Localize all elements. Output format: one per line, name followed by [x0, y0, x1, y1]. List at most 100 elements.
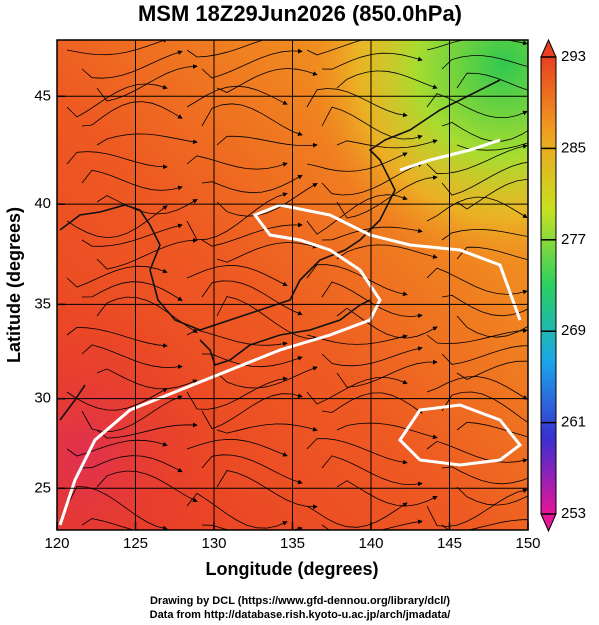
colorbar-tick-label: 261 — [561, 414, 586, 431]
streamline — [201, 353, 303, 368]
streamline — [336, 480, 438, 507]
streamline — [441, 466, 528, 485]
map-field — [57, 40, 528, 530]
colorbar-top-arrow — [540, 38, 557, 58]
streamline — [201, 524, 303, 530]
streamline — [216, 242, 318, 263]
streamline — [186, 265, 288, 286]
colorbar-tick-label: 253 — [561, 505, 586, 522]
colorbar-tick-label: 285 — [561, 139, 586, 156]
streamline — [216, 296, 318, 341]
streamline — [66, 40, 168, 56]
streamline — [321, 519, 423, 530]
streamline — [216, 423, 318, 434]
x-tick-label: 130 — [201, 535, 226, 552]
streamline — [96, 368, 198, 390]
streamline — [426, 144, 528, 175]
axes: 120 125 130 135 140 145 150 25 30 35 40 45 — [34, 87, 540, 552]
colorbar-bottom-arrow — [540, 513, 557, 533]
streamline — [96, 470, 198, 502]
streamline — [336, 359, 438, 388]
streamline — [186, 492, 288, 529]
x-axis-label: Longitude (degrees) — [205, 559, 378, 579]
streamline — [81, 281, 183, 302]
streamline — [306, 334, 408, 345]
streamline — [216, 182, 318, 217]
streamline — [321, 52, 423, 70]
streamline — [96, 422, 198, 439]
colorbar-tick-label: 293 — [561, 48, 586, 65]
streamline — [336, 70, 438, 90]
streamline — [81, 344, 183, 370]
streamline — [456, 486, 528, 506]
streamline — [306, 152, 408, 172]
streamline — [81, 169, 183, 191]
streamline — [441, 228, 528, 241]
x-tick-label: 135 — [280, 535, 305, 552]
streamline — [186, 155, 288, 170]
coastlines — [59, 79, 501, 421]
streamline — [336, 422, 438, 440]
streamline — [186, 329, 288, 347]
streamline — [201, 393, 303, 430]
streamline — [456, 246, 528, 261]
streamline — [186, 438, 288, 457]
streamline — [321, 392, 423, 414]
x-tick-label: 140 — [358, 535, 383, 552]
x-tick-label: 150 — [515, 535, 540, 552]
streamline — [306, 40, 364, 56]
streamline — [201, 103, 303, 136]
streamline — [306, 377, 408, 405]
y-tick-label: 30 — [34, 390, 51, 407]
streamline — [336, 244, 438, 260]
streamline — [66, 439, 168, 457]
colorbar-tick-label: 269 — [561, 322, 586, 339]
streamline — [96, 133, 198, 146]
streamline — [81, 101, 183, 127]
streamline — [66, 83, 168, 118]
streamline — [186, 40, 265, 58]
streamline — [321, 162, 423, 196]
y-tick-label: 35 — [34, 295, 51, 312]
streamline — [306, 438, 408, 465]
streamline — [441, 55, 528, 70]
x-tick-label: 125 — [123, 535, 148, 552]
streamline — [186, 376, 288, 410]
streamline — [321, 281, 423, 319]
streamline — [201, 48, 303, 79]
y-tick-label: 45 — [34, 87, 51, 104]
streamline — [66, 205, 168, 239]
x-tick-label: 120 — [44, 535, 69, 552]
streamline — [66, 151, 168, 170]
streamline — [66, 326, 168, 348]
colorbar-body — [540, 56, 557, 515]
streamline — [426, 376, 528, 400]
streamline — [306, 264, 408, 297]
streamline — [426, 328, 528, 345]
streamline — [441, 519, 528, 530]
streamline — [456, 315, 528, 338]
streamline — [306, 194, 408, 235]
footer-line: Data from http://database.rish.kyoto-u.a… — [150, 609, 451, 621]
streamline — [81, 223, 183, 247]
y-tick-label: 40 — [34, 195, 51, 212]
streamline — [66, 388, 168, 411]
streamline — [216, 366, 318, 389]
streamline — [201, 454, 303, 485]
x-tick-label: 145 — [437, 535, 462, 552]
streamline — [426, 440, 528, 463]
grid — [57, 40, 528, 530]
y-tick-label: 25 — [34, 479, 51, 496]
streamline — [186, 192, 288, 241]
streamline — [441, 161, 528, 196]
streamline — [441, 294, 528, 317]
streamline — [216, 135, 318, 148]
streamline — [336, 307, 438, 339]
streamline — [441, 345, 528, 365]
title: MSM 18Z29Jun2026 (850.0hPa) — [138, 1, 462, 26]
streamline — [321, 106, 423, 140]
streamline — [336, 175, 438, 219]
streamline — [321, 346, 423, 367]
y-axis-label: Latitude (degrees) — [4, 207, 24, 363]
streamline — [81, 455, 183, 473]
